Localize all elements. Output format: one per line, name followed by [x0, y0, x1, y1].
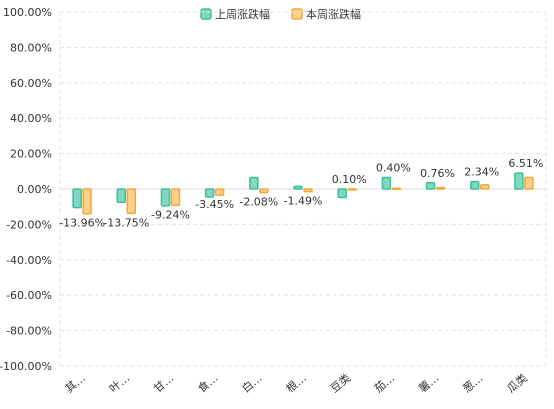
x-category-label: 其… — [63, 371, 88, 395]
data-label: 6.51% — [508, 157, 543, 170]
y-tick-label: -100.00% — [0, 360, 52, 373]
bar-this-week[interactable] — [214, 188, 225, 196]
gridlines — [59, 11, 547, 367]
bar-this-week[interactable] — [82, 188, 92, 215]
bar-this-week[interactable] — [435, 186, 446, 190]
bar-this-week[interactable] — [391, 187, 402, 191]
legend-item-this-week[interactable]: 本周涨跌幅 — [291, 7, 361, 21]
data-label: -13.75% — [103, 216, 149, 229]
bar-last-week[interactable] — [293, 185, 303, 190]
y-tick-label: 100.00% — [3, 6, 52, 19]
data-label: -2.08% — [239, 196, 278, 209]
x-category-label: 叶… — [107, 371, 132, 395]
y-tick-label: -60.00% — [6, 289, 52, 302]
legend-label-this-week: 本周涨跌幅 — [306, 7, 361, 21]
legend-swatch-this-week — [291, 8, 303, 20]
x-category-label: 食… — [195, 371, 221, 396]
data-label: -1.49% — [284, 195, 323, 208]
data-label: 0.40% — [376, 161, 411, 174]
y-tick-label: 20.00% — [10, 148, 52, 161]
data-label: -3.45% — [195, 198, 234, 211]
bar-last-week[interactable] — [337, 188, 347, 199]
data-labels: -13.96%-13.75%-9.24% -3.45% -2.08% -1.49% 0.… — [59, 157, 543, 230]
data-label: 2.34% — [464, 166, 499, 179]
y-tick-label: -20.00% — [6, 218, 52, 231]
y-tick-label: -80.00% — [6, 325, 52, 338]
bar-this-week[interactable] — [303, 188, 313, 193]
y-tick-label: 0.00% — [17, 183, 52, 196]
data-label: 0.10% — [332, 173, 367, 186]
bar-this-week[interactable] — [170, 188, 181, 207]
bar-last-week[interactable] — [514, 172, 524, 190]
bar-last-week[interactable] — [204, 188, 215, 198]
bar-this-week[interactable] — [259, 188, 269, 194]
bar-last-week[interactable] — [425, 182, 436, 190]
bar-last-week[interactable] — [116, 188, 127, 204]
data-label: -13.96% — [59, 217, 105, 230]
legend-item-last-week[interactable]: 上周涨跌幅 — [200, 7, 270, 21]
bar-this-week[interactable] — [347, 188, 357, 191]
x-axis-category-labels: 其… 叶… 甘… 食… 白… 根… 豆类 茄… 薯… 葱… 瓜类 — [63, 371, 530, 396]
legend: 上周涨跌幅 本周涨跌幅 — [200, 7, 361, 21]
y-tick-label: 40.00% — [10, 112, 52, 125]
data-label: -9.24% — [151, 208, 190, 221]
x-category-label: 薯… — [416, 371, 441, 395]
bar-last-week[interactable] — [469, 180, 480, 190]
y-tick-label: 60.00% — [10, 77, 52, 90]
bar-last-week[interactable] — [381, 176, 392, 190]
bars — [72, 172, 534, 215]
x-category-label: 茄… — [371, 371, 397, 396]
x-category-label: 豆类 — [327, 371, 353, 396]
x-category-label: 葱… — [460, 371, 485, 395]
bar-last-week[interactable] — [72, 188, 82, 209]
data-label: 0.76% — [420, 167, 455, 180]
bar-this-week[interactable] — [524, 176, 534, 190]
y-tick-label: -40.00% — [6, 254, 52, 267]
bar-this-week[interactable] — [479, 184, 490, 190]
x-category-label: 根… — [283, 371, 309, 396]
x-category-label: 白… — [239, 371, 265, 396]
x-category-label: 瓜类 — [504, 371, 530, 396]
bar-this-week[interactable] — [126, 188, 137, 215]
y-axis-tick-labels: 100.00% 80.00% 60.00% 40.00% 20.00% 0.00% -20.… — [0, 6, 52, 373]
x-category-label: 甘… — [151, 371, 176, 395]
bar-last-week[interactable] — [160, 188, 171, 207]
bar-last-week[interactable] — [249, 176, 259, 190]
legend-label-last-week: 上周涨跌幅 — [215, 7, 270, 21]
legend-swatch-last-week — [200, 8, 212, 20]
y-tick-label: 80.00% — [10, 41, 52, 54]
